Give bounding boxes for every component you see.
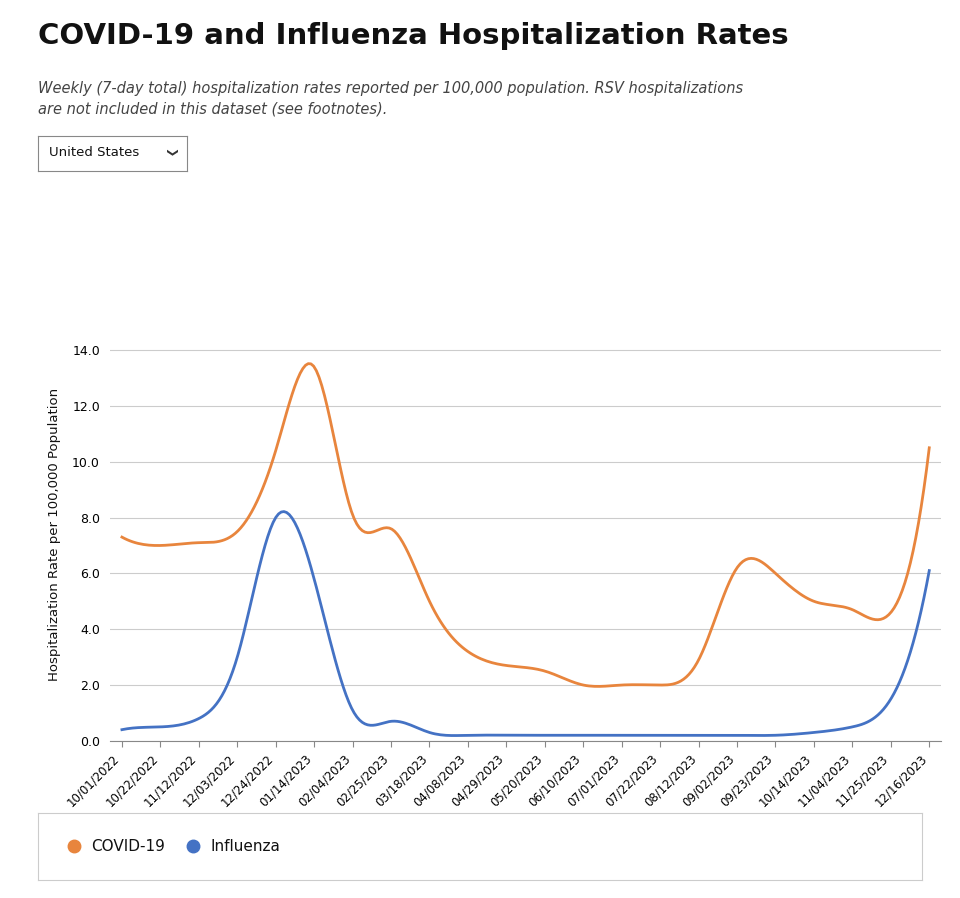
Text: COVID-19 and Influenza Hospitalization Rates: COVID-19 and Influenza Hospitalization R… (38, 22, 789, 50)
Y-axis label: Hospitalization Rate per 100,000 Population: Hospitalization Rate per 100,000 Populat… (48, 388, 61, 681)
Text: ❯: ❯ (164, 148, 175, 157)
Text: Weekly (7-day total) hospitalization rates reported per 100,000 population. RSV : Weekly (7-day total) hospitalization rat… (38, 81, 744, 117)
Text: COVID-19: COVID-19 (91, 839, 165, 854)
X-axis label: Week Ending: Week Ending (476, 826, 575, 841)
Text: United States: United States (49, 146, 139, 159)
Text: Influenza: Influenza (210, 839, 280, 854)
